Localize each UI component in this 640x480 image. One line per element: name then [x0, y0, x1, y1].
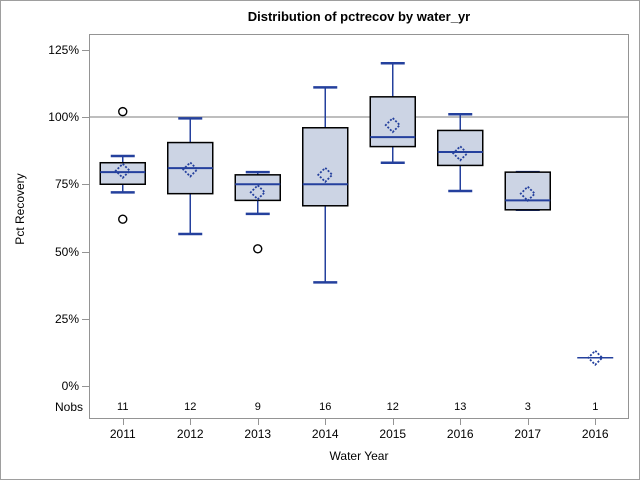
x-tick-label: 2015: [379, 427, 407, 441]
outlier-point: [253, 244, 263, 254]
nobs-value: 11: [117, 401, 129, 413]
y-axis-title: Pct Recovery: [13, 173, 27, 245]
x-tick-mark: [527, 419, 529, 425]
iqr-box: [504, 171, 551, 211]
x-axis-title: Water Year: [329, 449, 389, 463]
x-tick-mark: [392, 419, 394, 425]
nobs-value: 9: [254, 401, 261, 413]
x-tick-label: 2017: [514, 427, 542, 441]
nobs-value: 12: [386, 401, 399, 413]
nobs-value: 1: [592, 401, 599, 413]
iqr-box: [302, 127, 349, 207]
chart-title: Distribution of pctrecov by water_yr: [247, 9, 471, 24]
x-tick-label: 2011: [109, 427, 136, 441]
boxplot-canvas: [89, 34, 629, 419]
mean-diamond: [316, 166, 334, 184]
y-tick-label: 100%: [48, 110, 79, 124]
mean-diamond: [181, 161, 199, 178]
y-tick-mark: [82, 184, 89, 186]
x-tick-mark: [595, 419, 597, 425]
x-tick-label: 2014: [311, 427, 339, 441]
mean-diamond: [519, 185, 537, 202]
mean-diamond: [249, 184, 267, 201]
y-tick-label: 25%: [54, 311, 79, 326]
outlier-point: [118, 214, 128, 224]
iqr-box: [99, 161, 146, 185]
y-tick-mark: [82, 251, 89, 253]
mean-diamond: [586, 349, 604, 367]
x-tick-mark: [122, 419, 124, 425]
x-tick-mark: [190, 419, 192, 425]
mean-diamond: [384, 116, 402, 134]
y-tick-label: 0%: [61, 379, 79, 393]
x-tick-label: 2016: [581, 427, 609, 441]
x-tick-mark: [460, 419, 462, 425]
nobs-value: 3: [524, 401, 531, 413]
x-tick-label: 2013: [244, 427, 272, 441]
outlier-point: [118, 106, 128, 117]
y-tick-mark: [82, 49, 89, 51]
plot-area: [89, 34, 629, 419]
nobs-row-label: Nobs: [54, 400, 83, 414]
y-tick-label: 50%: [54, 244, 79, 259]
y-tick-label: 75%: [54, 177, 79, 192]
iqr-box: [234, 174, 281, 202]
x-tick-label: 2016: [446, 427, 474, 441]
mean-diamond: [451, 145, 469, 162]
nobs-value: 16: [319, 401, 332, 413]
y-tick-mark: [82, 386, 89, 387]
y-tick-mark: [82, 318, 89, 320]
mean-diamond: [114, 162, 132, 180]
y-tick-mark: [82, 117, 89, 118]
x-tick-mark: [325, 419, 327, 425]
y-tick-label: 125%: [48, 42, 79, 57]
x-tick-mark: [257, 419, 259, 425]
iqr-box: [369, 96, 416, 148]
plot-frame: [89, 34, 629, 419]
nobs-value: 12: [184, 401, 197, 413]
x-tick-label: 2012: [176, 427, 204, 441]
nobs-value: 13: [454, 401, 467, 413]
